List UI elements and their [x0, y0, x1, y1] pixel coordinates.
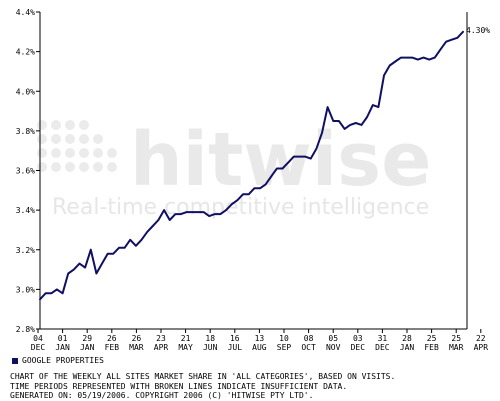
- x-tick-month: DEC: [31, 343, 46, 352]
- x-tick-month: JAN: [55, 343, 70, 352]
- x-tick-day: 25: [451, 334, 461, 343]
- x-tick-month: JAN: [80, 343, 95, 352]
- y-tick-label: 3.8%: [16, 127, 35, 136]
- x-tick-day: 08: [304, 334, 314, 343]
- caption-line-3: GENERATED ON: 05/19/2006. COPYRIGHT 2006…: [10, 391, 314, 400]
- x-tick-day: 16: [230, 334, 240, 343]
- x-tick-day: 04: [33, 334, 43, 343]
- x-tick-day: 25: [427, 334, 437, 343]
- watermark: hitwise Real-time competitive intelligen…: [37, 117, 431, 220]
- x-tick-month: DEC: [351, 343, 366, 352]
- x-tick-month: FEB: [105, 343, 120, 352]
- x-tick-month: JAN: [400, 343, 415, 352]
- legend-label: GOOGLE PROPERTIES: [22, 356, 104, 365]
- x-tick-month: DEC: [375, 343, 390, 352]
- legend-swatch: [12, 357, 18, 364]
- x-tick-month: FEB: [424, 343, 439, 352]
- x-tick-day: 21: [181, 334, 191, 343]
- x-tick-day: 22: [476, 334, 486, 343]
- x-tick-month: MAR: [449, 343, 464, 352]
- chart-caption: CHART OF THE WEEKLY ALL SITES MARKET SHA…: [10, 372, 395, 401]
- x-tick-month: OCT: [301, 343, 316, 352]
- y-tick-label: 4.4%: [16, 8, 35, 17]
- y-axis-ticks: 2.8% 3.0% 3.2% 3.4% 3.6% 3.8% 4.0% 4.2% 4.4%: [16, 8, 40, 334]
- x-tick-day: 26: [107, 334, 117, 343]
- x-tick-day: 26: [132, 334, 142, 343]
- x-tick-month: JUL: [228, 343, 243, 352]
- x-tick-month: JUN: [203, 343, 218, 352]
- watermark-logo: [37, 120, 117, 172]
- x-tick-month: MAR: [129, 343, 144, 352]
- x-tick-month: SEP: [277, 343, 292, 352]
- y-tick-label: 3.0%: [16, 285, 35, 294]
- x-axis-ticks: 04DEC01JAN29JAN26FEB26MAR23APR21MAY18JUN…: [31, 329, 488, 352]
- caption-line-1: CHART OF THE WEEKLY ALL SITES MARKET SHA…: [10, 372, 396, 381]
- series-layer: [39, 30, 464, 301]
- x-tick-month: APR: [474, 343, 489, 352]
- x-tick-day: 29: [82, 334, 92, 343]
- x-tick-day: 13: [255, 334, 265, 343]
- caption-line-2: TIME PERIODS REPRESENTED WITH BROKEN LIN…: [10, 381, 348, 391]
- y-tick-label: 4.2%: [16, 48, 35, 57]
- y-tick-label: 4.0%: [16, 87, 35, 96]
- x-tick-month: AUG: [252, 343, 267, 352]
- y-tick-label: 3.4%: [16, 206, 35, 215]
- x-tick-month: APR: [154, 343, 169, 352]
- x-tick-day: 23: [156, 334, 166, 343]
- x-tick-day: 10: [279, 334, 289, 343]
- x-tick-day: 03: [353, 334, 363, 343]
- legend: GOOGLE PROPERTIES: [12, 356, 104, 365]
- y-tick-label: 3.2%: [16, 246, 35, 255]
- y-tick-label: 2.8%: [16, 325, 35, 334]
- x-tick-month: NOV: [326, 343, 341, 352]
- last-value-label: 4.30%: [466, 26, 490, 35]
- watermark-brand: hitwise: [130, 117, 431, 203]
- y-tick-label: 3.6%: [16, 167, 35, 176]
- x-tick-day: 18: [205, 334, 215, 343]
- x-tick-day: 31: [378, 334, 388, 343]
- x-tick-month: MAY: [178, 343, 193, 352]
- series-line-google-properties: [39, 30, 464, 301]
- x-tick-day: 28: [402, 334, 412, 343]
- x-tick-day: 05: [328, 334, 338, 343]
- watermark-tagline: Real-time competitive intelligence: [52, 195, 429, 220]
- x-tick-day: 01: [58, 334, 68, 343]
